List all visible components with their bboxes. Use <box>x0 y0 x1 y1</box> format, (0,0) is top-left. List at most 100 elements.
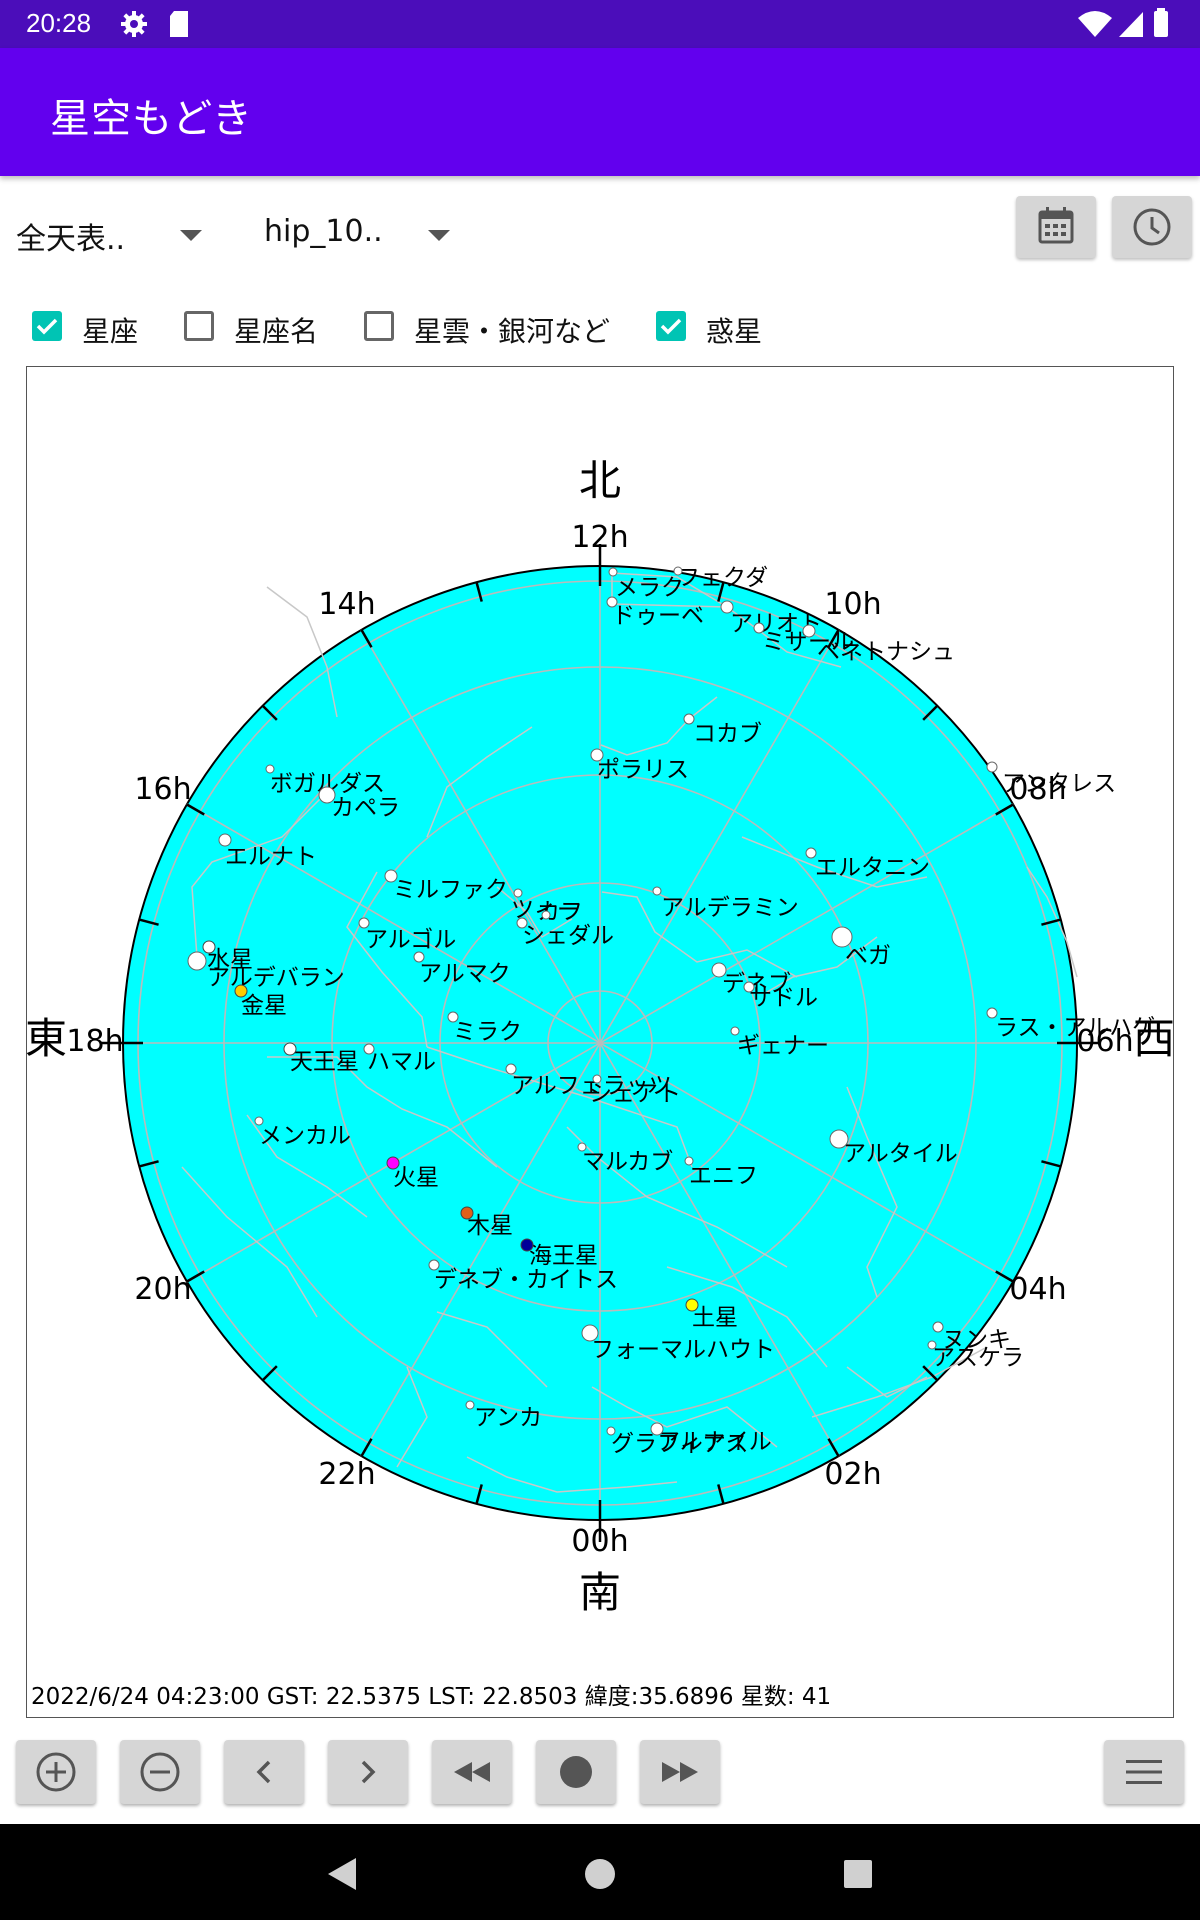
star-dot <box>753 622 765 634</box>
star-label: ベネトナシュ <box>817 639 955 665</box>
checkbox-checked-icon[interactable] <box>32 311 62 341</box>
menu-button[interactable] <box>1104 1740 1184 1804</box>
checkbox-checked-icon[interactable] <box>656 311 686 341</box>
fast-forward-button[interactable] <box>640 1740 720 1804</box>
date-button[interactable] <box>1016 196 1096 258</box>
star-dot <box>358 917 370 929</box>
planet-dot <box>685 1298 699 1312</box>
star-label: コカブ <box>693 721 762 747</box>
star-dot <box>932 1321 944 1333</box>
star-label: フォーマルハウト <box>591 1337 775 1363</box>
planet-label: 海王星 <box>529 1243 598 1269</box>
planet-dot <box>283 1042 297 1056</box>
star-dot <box>831 926 853 948</box>
hour-label: 14h <box>318 587 375 622</box>
star-dot <box>384 869 398 883</box>
catalog-spinner[interactable]: hip_10.. <box>264 210 454 260</box>
checkbox-label: 星座 <box>82 315 139 348</box>
hour-tick <box>827 629 840 648</box>
checkbox-nebulae-galaxies[interactable]: 星雲・銀河など <box>364 308 624 348</box>
hour-label: 16h <box>134 772 191 807</box>
home-icon[interactable] <box>580 1854 620 1894</box>
star-label: ミラク <box>453 1019 522 1045</box>
recents-icon[interactable] <box>838 1854 878 1894</box>
star-label: アルナイル <box>657 1429 772 1455</box>
hour-tick <box>827 1438 840 1457</box>
navigation-bar <box>0 1824 1200 1920</box>
menu-icon <box>1126 1760 1162 1784</box>
star-label: ヌンキ <box>942 1327 1011 1353</box>
star-label: アルタイル <box>843 1141 958 1167</box>
constellation-lines <box>181 572 1078 1493</box>
record-button[interactable] <box>536 1740 616 1804</box>
star-dot <box>428 1259 440 1271</box>
battery-icon <box>1154 8 1168 37</box>
direction-south: 南 <box>579 1568 621 1617</box>
planet-label: 火星 <box>393 1165 439 1191</box>
star-dot <box>986 761 998 773</box>
star-label: アンタレス <box>1002 771 1116 797</box>
planet-dot <box>234 984 248 998</box>
view-mode-spinner[interactable]: 全天表.. <box>16 210 206 260</box>
sky-chart-panel[interactable]: 00h 02h 04h 06h 08h 10h 12h 14h 16h 18h 20h 22h 北南 東 西… <box>25 366 1175 1718</box>
zoom-out-button[interactable] <box>120 1740 200 1804</box>
checkbox-label: 星雲・銀河など <box>414 315 611 348</box>
sd-card-icon <box>170 11 188 37</box>
zoom-in-button[interactable] <box>16 1740 96 1804</box>
star-dot <box>608 567 618 577</box>
planet-dot <box>386 1156 400 1170</box>
star-label: アルデバラン <box>207 965 345 991</box>
star-dot <box>650 1422 664 1436</box>
checkbox-constellation-names[interactable]: 星座名 <box>184 308 324 348</box>
chart-labels: 00h 02h 04h 06h 08h 10h 12h 14h 16h 18h 20h 22h 北南 東 西… <box>25 456 1175 1617</box>
star-dot <box>592 1074 602 1084</box>
direction-west: 西 <box>1133 1014 1173 1063</box>
settings-icon <box>121 11 147 37</box>
status-time: 20:28 <box>26 8 92 38</box>
star-label: シェアト <box>589 1081 681 1107</box>
hour-label: 22h <box>318 1457 375 1492</box>
checkbox-constellations[interactable]: 星座 <box>32 308 152 348</box>
star-label: エルタニン <box>815 855 930 881</box>
star-dot <box>513 888 523 898</box>
star-dot <box>927 1340 937 1350</box>
catalog-value: hip_10.. <box>264 214 383 249</box>
time-button[interactable] <box>1112 196 1192 258</box>
star-label: シェダル <box>522 923 614 949</box>
star-label: ギェナー <box>737 1033 829 1059</box>
previous-button[interactable] <box>224 1740 304 1804</box>
star-dot <box>516 917 528 929</box>
checkbox-label: 惑星 <box>706 315 763 348</box>
zoom-out-icon <box>140 1752 180 1792</box>
star-label: ミルファク <box>393 877 508 903</box>
star-label: マルカブ <box>582 1149 673 1175</box>
planet-label: 土星 <box>692 1305 738 1331</box>
hour-tick <box>995 803 1014 816</box>
star-dot <box>684 1156 694 1166</box>
star-label: エニフ <box>689 1163 758 1189</box>
hour-tick <box>475 581 483 602</box>
hour-tick <box>475 1484 483 1505</box>
hour-tick <box>717 1484 725 1505</box>
back-icon[interactable] <box>322 1854 362 1894</box>
next-button[interactable] <box>328 1740 408 1804</box>
star-label: サドル <box>749 985 818 1011</box>
checkbox-planets[interactable]: 惑星 <box>656 308 776 348</box>
calendar-icon <box>1038 207 1074 244</box>
chart-info-text: 2022/6/24 04:23:00 GST: 22.5375 LST: 22.… <box>31 1684 832 1710</box>
star-label: アルフェラッツ <box>511 1073 672 1099</box>
star-label: ラス・アルハゲ <box>995 1015 1155 1041</box>
checkbox-label: 星座名 <box>234 315 319 348</box>
sky-chart[interactable]: 00h 02h 04h 06h 08h 10h 12h 14h 16h 18h 20h 22h 北南 東 西… <box>25 367 1175 1667</box>
hour-label: 06h <box>1076 1024 1133 1059</box>
view-mode-value: 全天表.. <box>16 222 126 257</box>
star-dot <box>447 1011 459 1023</box>
star-dot <box>711 962 727 978</box>
star-dot <box>590 748 604 762</box>
star-label: アルゴル <box>365 927 456 953</box>
checkbox-unchecked-icon[interactable] <box>364 311 394 341</box>
star-label: ベガ <box>845 943 891 969</box>
rewind-button[interactable] <box>432 1740 512 1804</box>
checkbox-unchecked-icon[interactable] <box>184 311 214 341</box>
signal-icon <box>1119 12 1143 37</box>
